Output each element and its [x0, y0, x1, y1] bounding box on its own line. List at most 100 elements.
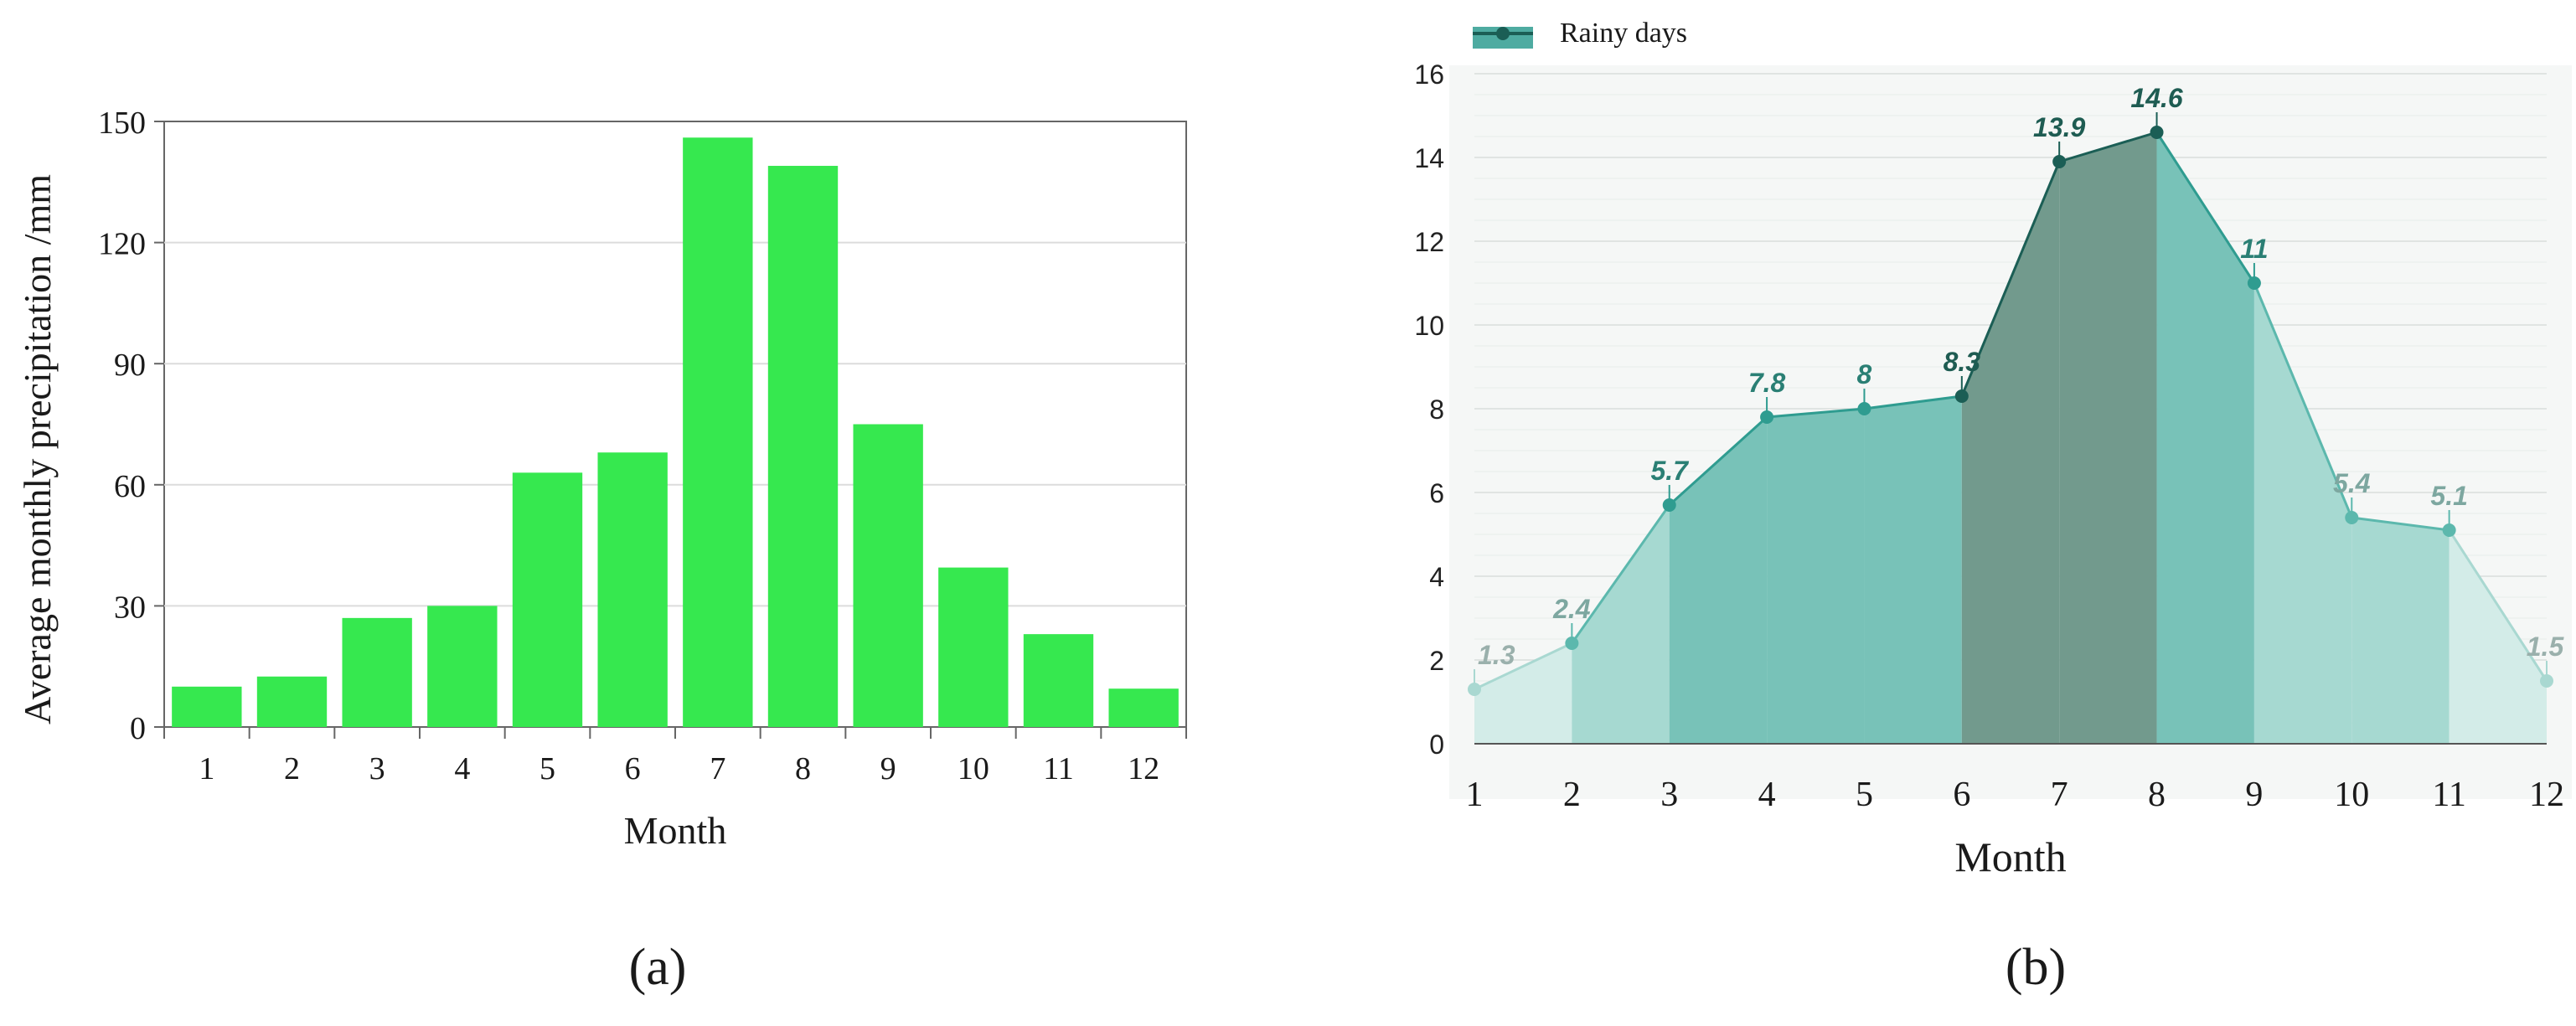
chart-b-data-label: 14.6: [2130, 83, 2182, 113]
chart-b-point: [1565, 637, 1579, 650]
chart-a-bars: [172, 137, 1179, 727]
chart-b-point: [2540, 674, 2553, 688]
chart-b-data-label: 13.9: [2033, 112, 2085, 142]
chart-b-data-labels: 1.3 2.4 5.7 7.8 8 8.3 13.9 14.6 11 5.4 5.1 1.5: [1478, 83, 2564, 670]
chart-b-x-tick-label: 7: [2051, 776, 2068, 814]
chart-a-x-tick-label: 4: [454, 751, 470, 786]
chart-a-bar: [256, 676, 328, 727]
chart-b-y-tick-label: 10: [1414, 311, 1444, 341]
chart-b-area-segment: [2059, 132, 2157, 744]
chart-a-caption: (a): [629, 939, 687, 996]
chart-a-x-tick-label: 3: [369, 751, 385, 786]
chart-b-point: [1468, 683, 1481, 696]
chart-b-line-segment: [1474, 642, 1573, 691]
chart-b-y-tick-label: 16: [1414, 59, 1444, 90]
chart-b-line-segment: [2448, 529, 2548, 682]
chart-b-area-segment: [2156, 132, 2254, 744]
chart-a-y-tick-label: 120: [98, 227, 146, 262]
chart-b-point: [2442, 523, 2456, 537]
chart-b-x-tick-label: 8: [2148, 776, 2166, 814]
chart-b-x-ticks: 1 2 3 4 5 6 7 8 9 10 11 12: [1466, 776, 2565, 814]
chart-b-data-label: 7.8: [1748, 368, 1786, 398]
chart-b-y-tick-label: 12: [1414, 227, 1444, 257]
chart-a-x-tick-label: 2: [284, 751, 300, 786]
chart-b-line-segment: [1766, 407, 1865, 419]
chart-b-data-label: 2.4: [1552, 594, 1591, 624]
chart-a-bar: [853, 424, 923, 727]
chart-b-area-segment: [2253, 283, 2352, 744]
chart-b-data-label: 1.3: [1478, 640, 1515, 670]
chart-b-point: [2150, 126, 2164, 139]
chart-b-area-segment: [1474, 643, 1572, 744]
chart-b-y-tick-label: 14: [1414, 143, 1444, 173]
chart-b-data-label: 11: [2240, 234, 2268, 264]
chart-b-point: [2345, 511, 2359, 524]
chart-a-bar: [597, 452, 668, 727]
chart-b-line-segment: [2155, 131, 2256, 284]
chart-b-line-segment: [1571, 504, 1670, 644]
chart-a-y-ticks: 0 30 60 90 120 150: [98, 106, 164, 746]
chart-b-line-segment: [1960, 161, 2061, 397]
chart-a-x-tick-label: 9: [880, 751, 896, 786]
chart-b-line-segment: [1864, 394, 1963, 410]
chart-b-x-axis-label: Month: [1954, 833, 2066, 880]
chart-b-data-label: 5.1: [2430, 481, 2467, 511]
chart-a-gridlines: [164, 241, 1186, 607]
chart-b-caption: (b): [2006, 939, 2066, 996]
chart-b-line-segment: [1668, 415, 1768, 507]
chart-b-point: [1954, 389, 1969, 403]
chart-a-x-ticks: 1 2 3 4 5 6 7 8 9 10 11 12: [163, 727, 1187, 786]
chart-a-x-tick-label: 11: [1043, 751, 1074, 786]
chart-a-x-tick-label: 12: [1128, 751, 1159, 786]
chart-a-bar: [767, 166, 839, 727]
chart-a-x-tick-label: 10: [958, 751, 989, 786]
chart-b-area-segment: [1767, 409, 1865, 744]
chart-a-x-tick-label: 7: [710, 751, 725, 786]
chart-a-bar: [1108, 688, 1179, 727]
chart-b-area-segment: [1864, 396, 1962, 744]
chart-b-x-tick-label: 12: [2529, 776, 2564, 814]
chart-b-point: [1662, 498, 1676, 512]
chart-b-point: [1857, 402, 1871, 415]
chart-b-data-label: 8: [1857, 359, 1872, 389]
chart-b-legend: Rainy days: [1473, 18, 1687, 49]
chart-b-data-label: 1.5: [2527, 632, 2565, 662]
chart-b-y-tick-label: 6: [1429, 478, 1444, 508]
chart-a-y-tick-label: 0: [130, 711, 146, 746]
chart-b-legend-label: Rainy days: [1560, 18, 1687, 49]
chart-a-y-tick-label: 150: [98, 106, 146, 141]
chart-a-x-axis-label: Month: [624, 809, 727, 852]
chart-a-bar: [172, 686, 242, 727]
chart-b-data-label: 5.4: [2333, 468, 2371, 498]
chart-a-y-axis-label: Average monthly precipitation /mm: [16, 174, 59, 724]
chart-a-x-tick-label: 5: [539, 751, 555, 786]
chart-b-line-segment: [2351, 516, 2450, 532]
chart-a-x-tick-label: 1: [199, 751, 214, 786]
chart-a-x-tick-label: 8: [795, 751, 811, 786]
chart-b-point: [1760, 410, 1774, 424]
chart-a-bar: [427, 606, 498, 727]
chart-b-x-tick-label: 3: [1660, 776, 1678, 814]
chart-a-y-tick-label: 60: [114, 469, 146, 504]
chart-b-data-label: 8.3: [1944, 347, 1981, 377]
chart-b-x-tick-label: 10: [2334, 776, 2369, 814]
chart-b: 1.3 2.4 5.7 7.8 8 8.3 13.9 14.6 11 5.4 5.1 1.5 0 2 4 6…: [1414, 18, 2572, 996]
chart-b-point: [2247, 276, 2261, 290]
chart-a-y-tick-label: 30: [114, 590, 146, 625]
chart-b-y-ticks: 0 2 4 6 8 10 12 14 16: [1414, 59, 1444, 760]
chart-b-x-tick-label: 2: [1563, 776, 1581, 814]
chart-b-x-tick-label: 1: [1466, 776, 1484, 814]
chart-b-line-segment: [2253, 282, 2353, 518]
chart-b-y-tick-label: 4: [1429, 562, 1444, 592]
chart-b-x-tick-label: 11: [2432, 776, 2465, 814]
chart-b-area-segment: [1961, 162, 2060, 744]
chart-b-y-tick-label: 0: [1429, 730, 1444, 760]
chart-a-bar: [512, 472, 583, 727]
chart-b-legend-marker: [1496, 27, 1510, 40]
chart-b-area-segment: [2449, 530, 2547, 744]
chart-a-bar: [938, 567, 1009, 727]
chart-b-x-tick-label: 9: [2245, 776, 2263, 814]
